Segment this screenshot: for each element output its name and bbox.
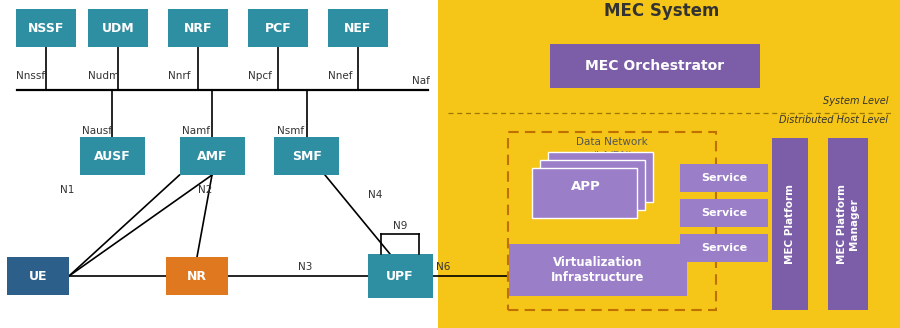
FancyBboxPatch shape [274,137,339,175]
Text: N2: N2 [198,185,212,195]
FancyBboxPatch shape [16,9,76,47]
Text: Virtualization
Infrastructure: Virtualization Infrastructure [552,256,644,284]
FancyBboxPatch shape [79,137,145,175]
Text: Nudm: Nudm [88,71,119,81]
Text: Nnef: Nnef [328,71,353,81]
Text: Nsmf: Nsmf [277,126,304,136]
FancyBboxPatch shape [540,160,645,210]
Text: Service: Service [701,208,747,218]
Text: N4: N4 [368,190,382,200]
Text: Service: Service [701,243,747,253]
Text: N1: N1 [60,185,75,195]
Text: Nnrf: Nnrf [168,71,191,81]
Text: NRF: NRF [184,22,212,34]
Text: N9: N9 [392,221,407,231]
Text: MEC Platform: MEC Platform [785,184,795,264]
Text: (LA/DN): (LA/DN) [592,150,632,160]
Text: Nausf: Nausf [82,126,112,136]
FancyBboxPatch shape [532,168,637,218]
Text: APP: APP [572,179,601,193]
Text: MEC Orchestrator: MEC Orchestrator [585,59,724,73]
FancyBboxPatch shape [328,9,388,47]
FancyBboxPatch shape [548,152,653,202]
FancyBboxPatch shape [772,138,808,310]
Text: Npcf: Npcf [248,71,272,81]
Text: PCF: PCF [265,22,292,34]
Text: Namf: Namf [182,126,210,136]
Text: N6: N6 [436,262,450,272]
Text: N3: N3 [298,262,312,272]
Text: Data Network: Data Network [576,137,648,147]
Text: MEC System: MEC System [604,2,720,20]
Text: Naf: Naf [412,76,430,86]
FancyBboxPatch shape [509,244,687,296]
Text: UE: UE [29,270,47,282]
FancyBboxPatch shape [438,0,900,328]
FancyBboxPatch shape [680,164,768,192]
FancyBboxPatch shape [168,9,228,47]
Text: Nnssf: Nnssf [16,71,45,81]
FancyBboxPatch shape [7,257,69,295]
Text: Service: Service [701,173,747,183]
Text: UPF: UPF [386,270,414,282]
Text: NSSF: NSSF [28,22,64,34]
Text: MEC Platform
Manager: MEC Platform Manager [837,184,859,264]
Text: Distributed Host Level: Distributed Host Level [779,115,888,125]
Text: AUSF: AUSF [94,150,130,162]
FancyBboxPatch shape [166,257,228,295]
FancyBboxPatch shape [0,0,438,328]
Text: NR: NR [187,270,207,282]
FancyBboxPatch shape [680,199,768,227]
FancyBboxPatch shape [88,9,148,47]
Text: NEF: NEF [345,22,372,34]
Text: AMF: AMF [197,150,227,162]
FancyBboxPatch shape [550,44,760,88]
FancyBboxPatch shape [248,9,308,47]
FancyBboxPatch shape [367,254,433,298]
FancyBboxPatch shape [179,137,245,175]
FancyBboxPatch shape [828,138,868,310]
FancyBboxPatch shape [680,234,768,262]
Text: System Level: System Level [823,96,888,106]
Text: UDM: UDM [102,22,134,34]
Text: SMF: SMF [292,150,322,162]
